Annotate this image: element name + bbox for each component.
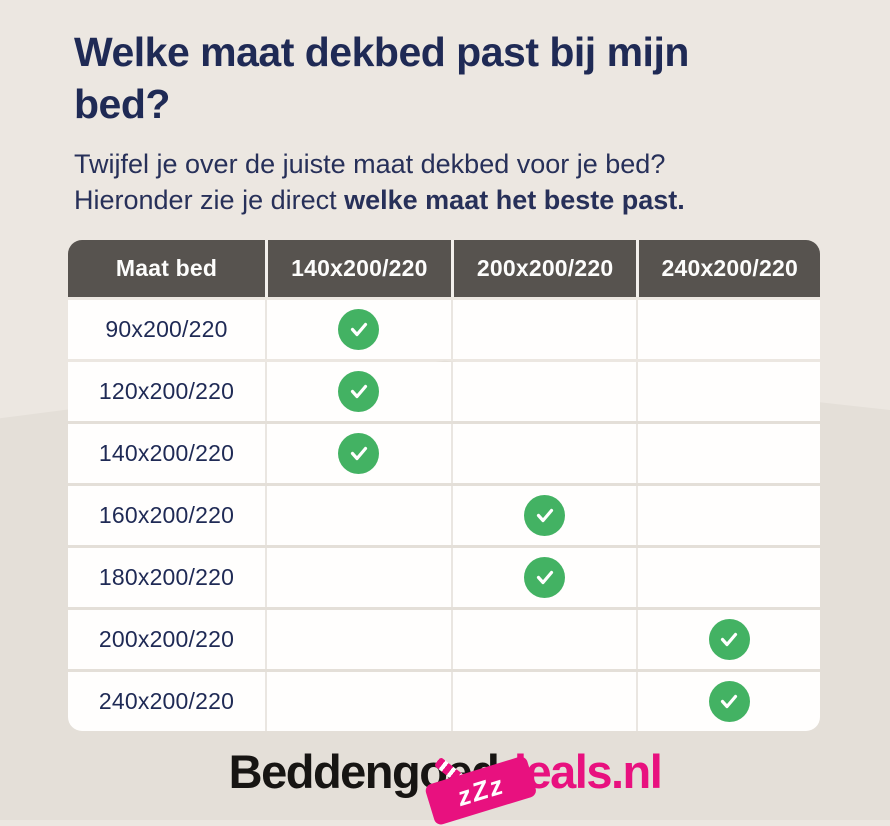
subtitle-line1: Twijfel je over de juiste maat dekbed vo…: [74, 149, 666, 180]
bed-size-label: 120x200/220: [98, 377, 235, 404]
bed-size-label: 200x200/220: [98, 625, 235, 652]
fit-cell: [265, 547, 451, 607]
fit-cell: [450, 361, 637, 421]
table-row: 200x200/220: [68, 609, 820, 669]
fit-cell: [636, 423, 820, 483]
table-header-row: Maat bed 140x200/220 200x200/220 240x200…: [68, 239, 820, 297]
fit-cell: [636, 299, 820, 359]
fit-cell: [265, 485, 451, 545]
check-icon: [338, 308, 380, 350]
bed-size-cell: 120x200/220: [68, 361, 266, 421]
table-row: 140x200/220: [68, 423, 820, 483]
fit-cell: [265, 609, 451, 669]
fit-cell: [636, 671, 820, 731]
fit-cell: [636, 547, 820, 607]
fit-cell: [265, 423, 451, 483]
subtitle-line2: Hieronder zie je direct welke maat het b…: [74, 183, 844, 219]
bed-size-cell: 200x200/220: [68, 609, 266, 669]
bed-size-label: 140x200/220: [98, 439, 235, 466]
check-icon: [338, 432, 380, 474]
check-icon: [524, 556, 566, 598]
bed-size-cell: 240x200/220: [68, 671, 266, 731]
fit-cell: [636, 609, 820, 669]
fit-cell: [265, 299, 451, 359]
fit-cell: [265, 671, 451, 731]
fit-cell: [450, 485, 637, 545]
bed-size-cell: 180x200/220: [68, 547, 266, 607]
subtitle-line2-regular: Hieronder zie je direct: [74, 185, 345, 216]
bed-size-label: 90x200/220: [105, 315, 228, 342]
infographic-content: Welke maat dekbed past bij mijn bed? Twi…: [68, 29, 844, 731]
price-tag-zzz-text: zZz: [453, 768, 508, 812]
check-icon: [524, 494, 566, 536]
fit-cell: [450, 423, 637, 483]
bed-size-label: 180x200/220: [98, 563, 235, 590]
bed-size-label: 240x200/220: [98, 687, 235, 714]
fit-cell: [450, 609, 637, 669]
subtitle-line2-bold: welke maat het beste past.: [344, 185, 685, 216]
bed-size-label: 160x200/220: [98, 501, 235, 528]
fit-cell: [636, 485, 820, 545]
fit-cell: [265, 361, 451, 421]
table-row: 240x200/220: [68, 671, 820, 731]
fit-cell: [450, 299, 637, 359]
check-icon: [338, 370, 380, 412]
duvet-size-table: Maat bed 140x200/220 200x200/220 240x200…: [68, 239, 820, 731]
column-header-240: 240x200/220: [636, 239, 819, 297]
subtitle: Twijfel je over de juiste maat dekbed vo…: [74, 147, 844, 219]
table-row: 180x200/220: [68, 547, 820, 607]
fit-cell: [450, 547, 637, 607]
column-header-140: 140x200/220: [265, 239, 451, 297]
page-title: Welke maat dekbed past bij mijn bed?: [74, 29, 689, 128]
fit-cell: [636, 361, 820, 421]
column-header-bed-size: Maat bed: [115, 254, 218, 281]
check-icon: [708, 680, 750, 722]
check-icon: [708, 618, 750, 660]
table-row: 160x200/220: [68, 485, 820, 545]
bed-size-cell: 90x200/220: [68, 299, 266, 359]
table-body: 90x200/220 120x200/220 140x200/220 160x2…: [68, 299, 820, 731]
bed-size-cell: 140x200/220: [68, 423, 266, 483]
column-header-200: 200x200/220: [450, 239, 637, 297]
table-row: 120x200/220: [68, 361, 820, 421]
bed-size-cell: 160x200/220: [68, 485, 266, 545]
fit-cell: [450, 671, 637, 731]
table-row: 90x200/220: [68, 299, 820, 359]
